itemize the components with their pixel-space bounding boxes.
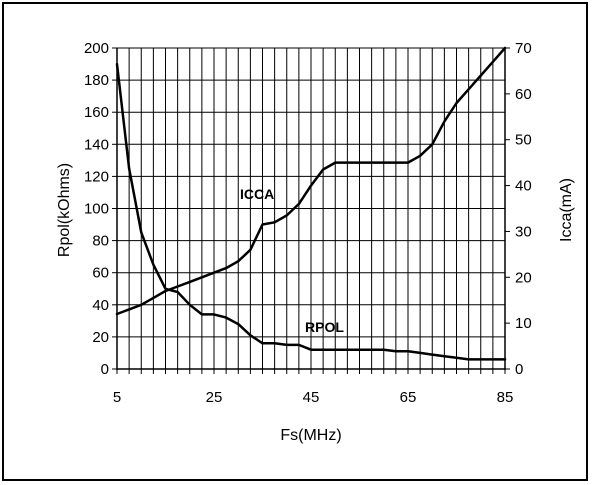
left-tick-label: 40 [92, 297, 109, 314]
series-layer [115, 46, 507, 361]
right-tick-label: 70 [515, 40, 532, 57]
left-tick-label: 100 [84, 201, 109, 218]
right-tick-label: 0 [515, 361, 523, 378]
left-tick-label: 180 [84, 72, 109, 89]
left-tick-label: 0 [101, 361, 109, 378]
left-axis-title: Rpol(kOhms) [56, 163, 73, 257]
chart-frame [2, 2, 588, 481]
icca-series-line [115, 46, 507, 316]
right-tick-label: 40 [515, 178, 532, 195]
x-axis-title: Fs(MHz) [280, 427, 341, 444]
x-tick-label: 45 [303, 389, 320, 406]
right-tick-label: 30 [515, 223, 532, 240]
left-tick-label: 60 [92, 265, 109, 282]
right-tick-label: 60 [515, 86, 532, 103]
x-tick-label: 65 [400, 389, 417, 406]
left-tick-label: 80 [92, 233, 109, 250]
left-tick-label: 140 [84, 136, 109, 153]
left-tick-label: 20 [92, 329, 109, 346]
icca-series-label: ICCA [240, 186, 274, 202]
left-tick-label: 120 [84, 168, 109, 185]
rpol-series-label: RPOL [305, 319, 344, 335]
left-tick-label: 160 [84, 104, 109, 121]
left-tick-label: 200 [84, 40, 109, 57]
right-tick-label: 10 [515, 315, 532, 332]
rpol-series-line [115, 62, 507, 361]
right-tick-label: 20 [515, 269, 532, 286]
right-axis-title: Icca(mA) [558, 178, 575, 242]
x-tick-label: 5 [113, 389, 121, 406]
x-tick-label: 25 [206, 389, 223, 406]
x-tick-label: 85 [497, 389, 514, 406]
right-tick-label: 50 [515, 132, 532, 149]
axes: 0 20 40 60 80 100 120 140 160 180 200 0 10 20 30 40 50 60… [84, 40, 532, 406]
